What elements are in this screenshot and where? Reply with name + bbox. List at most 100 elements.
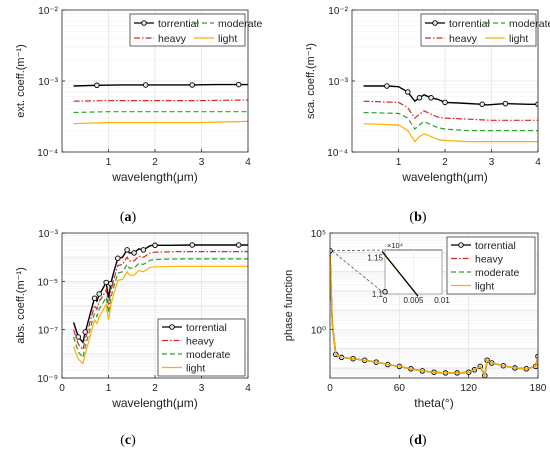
inset-connector [331,249,386,252]
y-tick-label: 10⁻³ [38,229,58,240]
legend-label-moderate: moderate [186,349,231,361]
data-point [152,242,158,249]
legend: torrential heavy moderate light [420,13,550,47]
ticks: 1 2 3 4 10⁻⁴ 10⁻³ 10⁻² [327,6,541,168]
ticks: 0 60 120 180 10⁰ 10⁵ [311,229,547,394]
inset-x-tick-label: 0.01 [434,296,450,305]
y-tick-label: 10⁻⁵ [37,277,58,288]
x-tick-label: 1 [106,383,112,394]
series-line-torrential [363,85,538,106]
series-line-moderate [73,258,248,359]
legend-label-light: light [218,33,237,45]
series-line-moderate [73,111,248,114]
data-point [131,250,137,256]
legend-label-heavy: heavy [449,33,478,45]
panel-caption-c: (c) [120,433,136,448]
data-point [189,242,195,248]
y-tick-label: 10⁻³ [38,77,58,88]
data-point [189,82,195,88]
panel-d: 0 60 120 180 10⁰ 10⁵ theta(°) phase function tor… [283,229,547,410]
series-group [72,242,248,365]
data-point [115,255,121,262]
series-group [363,83,538,143]
data-point [535,101,538,108]
legend-label-heavy: heavy [186,336,215,348]
legend-label-light: light [475,281,494,293]
x-tick-label: 0 [327,383,333,394]
legend-marker [169,324,175,330]
legend-marker [141,20,147,26]
panel-a: 1 2 3 4 10⁻⁴ 10⁻³ 10⁻² wavelength(μm) ext. coeff… [15,6,263,184]
data-point [75,334,82,340]
data-point [235,81,242,88]
legend-label-moderate: moderate [218,18,263,30]
x-tick-label: 2 [152,383,158,394]
legend-label-torrential: torrential [449,18,490,30]
inset: 0 0.005 0.01 1.1 1.15 ×10⁴ [331,241,450,305]
inset-x-tick-label: 0.005 [403,296,424,305]
ticks: 0 1 2 3 4 10⁻⁹ 10⁻⁷ 10⁻⁵ 10⁻³ [37,229,251,394]
y-axis-label: sca. coeff.(m⁻¹) [305,43,317,119]
legend-label-moderate: moderate [509,18,550,30]
x-axis-label: wavelength(μm) [111,170,198,184]
y-axis-label: abs. coeff.(m⁻¹) [15,267,27,344]
inset-multiplier: ×10⁴ [387,241,403,250]
panel-b: 1 2 3 4 10⁻⁴ 10⁻³ 10⁻² wavelength(μm) sca. coeff… [305,6,550,184]
data-point [96,291,102,297]
axes-frame [329,232,539,379]
data-point [428,95,434,101]
y-tick-label: 10⁻⁴ [37,148,58,159]
data-point [94,82,100,89]
x-tick-label: 120 [460,383,477,394]
series-line-heavy [363,100,538,121]
series-line-heavy [73,99,248,102]
y-tick-label: 10⁻² [328,6,348,17]
x-tick-label: 3 [199,383,205,394]
panel-caption-b: (b) [409,210,426,225]
x-tick-label: 4 [245,157,251,168]
y-tick-label: 10⁻⁴ [327,148,348,159]
series-line-light [363,123,538,143]
data-point [384,83,390,89]
legend-label-torrential: torrential [186,322,227,334]
y-tick-label: 10⁵ [311,229,326,240]
data-point [140,247,147,253]
series-line-light [73,265,248,365]
series-group [73,81,248,125]
x-tick-label: 1 [396,157,402,168]
x-tick-label: 4 [245,383,251,394]
inset-x-tick-label: 0 [383,296,388,305]
y-axis-label: ext. coeff.(m⁻¹) [15,44,27,117]
y-tick-label: 10⁻³ [328,77,348,88]
y-tick-label: 10⁻⁷ [38,326,58,337]
data-point [442,99,448,106]
x-tick-label: 2 [152,157,158,168]
y-tick-label: 10⁰ [311,325,326,336]
inset-y-tick-label: 1.15 [367,253,383,262]
x-axis-label: wavelength(μm) [111,396,198,410]
legend-label-light: light [509,33,528,45]
y-tick-label: 10⁻² [38,6,58,17]
panel-c: 0 1 2 3 4 10⁻⁹ 10⁻⁷ 10⁻⁵ 10⁻³ wavelength(μm) abs. … [15,229,251,410]
x-tick-label: 60 [394,383,406,394]
series-group [330,247,538,378]
series-line-torrential [73,83,248,87]
x-axis-label: theta(°) [414,396,453,410]
legend-label-torrential: torrential [475,240,516,252]
panel-caption-a: (a) [120,210,137,225]
inset-y-tick-label: 1.1 [372,290,384,299]
data-point [142,82,149,88]
series-line-moderate [363,111,538,132]
ticks: 1 2 3 4 10⁻⁴ 10⁻³ 10⁻² [37,6,251,168]
panel-caption-d: (d) [409,433,426,448]
inset-data-point [382,289,388,295]
legend-marker [432,20,438,26]
legend-label-torrential: torrential [158,18,199,30]
data-point [405,89,411,95]
y-tick-label: 10⁻⁹ [37,374,58,385]
x-tick-label: 3 [199,157,205,168]
x-axis-label: wavelength(μm) [401,170,488,184]
